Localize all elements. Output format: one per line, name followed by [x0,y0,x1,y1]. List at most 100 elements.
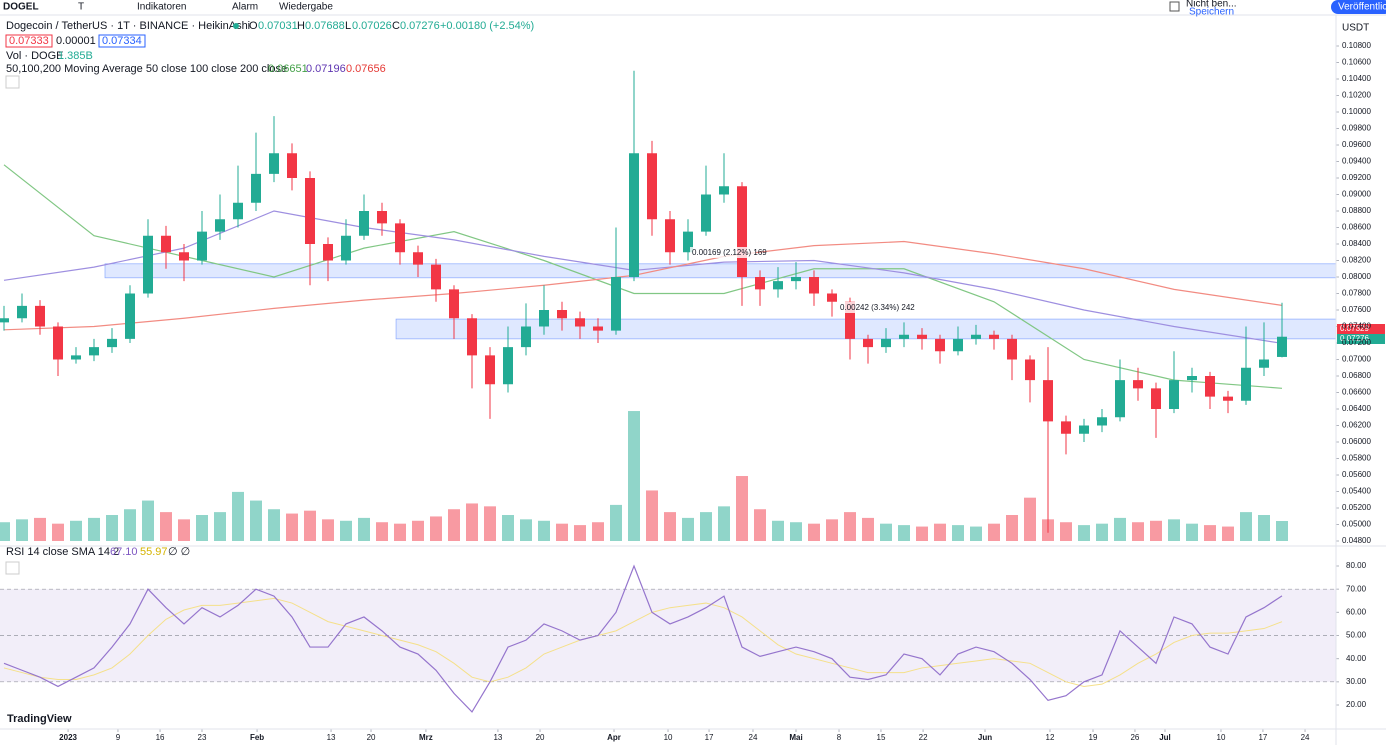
candle-body [935,338,945,352]
y-tick-label: 0.06000 [1342,437,1371,446]
candle-body [737,186,747,277]
bid[interactable]: 0.07333 [9,35,49,47]
ask-box[interactable] [98,34,146,48]
y-tick-label: 0.05400 [1342,487,1371,496]
save-button[interactable]: Speichern [1189,7,1234,18]
candle-body [593,326,603,331]
rsi-sma-line [3,597,1283,687]
volume-legend: Vol · DOGE [6,50,63,62]
volume-bar [880,523,892,541]
volume-bar [1186,523,1198,541]
volume-bar [592,522,604,541]
collapse-button[interactable] [5,561,20,575]
volume-bar [304,510,316,541]
candle-body [17,305,27,319]
y-tick-label: 0.05200 [1342,503,1371,512]
volume-bar [1024,497,1036,541]
candle-body [485,355,495,385]
volume-value: 1.385B [58,50,93,62]
candle-body [1205,376,1215,397]
candle-body [1097,417,1107,426]
interval[interactable]: T [78,2,84,13]
badge-label: 0.07329 [1340,324,1369,333]
volume-bar [178,519,190,541]
volume-bar [1096,523,1108,541]
toolbar [0,0,1386,15]
publish-button-bg[interactable] [1331,0,1386,14]
volume-bar [1240,512,1252,541]
volume-bar [376,522,388,541]
volume-bar [1276,521,1288,541]
ask[interactable]: 0.07334 [102,35,142,47]
candle-body [1223,396,1233,401]
brand[interactable]: TradingView [7,713,72,725]
measure-bg [838,302,900,313]
publish-button[interactable]: Veröffentlic [1338,2,1386,13]
y-tick-label: 0.07800 [1342,289,1371,298]
x-tick-label: 20 [536,733,545,742]
candle-body [881,338,891,348]
volume-bar [1168,519,1180,541]
volume-bar [610,504,622,541]
y-tick-label: 0.06400 [1342,404,1371,413]
candle-body [773,281,783,290]
candle-body [1079,425,1089,434]
volume-bar [844,512,856,541]
volume-bar [628,411,640,541]
volume-bar [1078,525,1090,541]
rsi-tick-label: 80.00 [1346,561,1367,570]
candle-body [53,326,63,360]
checkbox[interactable] [1169,1,1180,12]
candle-body [1187,376,1197,381]
candle-body [917,334,927,339]
volume-bar [430,516,442,541]
plot [0,45,1339,732]
volume-bar [106,515,118,541]
replay-button[interactable]: Wiedergabe [279,2,333,13]
candle-body [1115,380,1125,418]
collapse-button[interactable] [5,75,20,89]
x-tick-label: 9 [116,733,121,742]
y-tick-label: 0.09800 [1342,124,1371,133]
volume-bar [772,520,784,541]
candle-body [575,318,585,327]
volume-bar [0,522,10,541]
candle-body [845,301,855,339]
candle-body [665,219,675,253]
c-value: 0.07276 [400,20,440,32]
candle-body [755,277,765,290]
candle-body [827,293,837,302]
spread: 0.00001 [56,35,96,47]
o-label: O [249,20,258,32]
symbol-search[interactable]: DOGEL [3,2,39,13]
x-tick-label: 20 [367,733,376,742]
zone [104,263,1337,279]
x-tick-label: 22 [919,733,928,742]
bid-box[interactable] [5,34,53,48]
volume-bar [70,520,82,541]
candle-body [107,338,117,348]
rsi-legend: RSI 14 close SMA 14 2 [6,546,119,558]
volume-bar [826,519,838,541]
volume-bar [358,517,370,541]
volume-bar [736,476,748,541]
candle-body [197,231,207,261]
y-tick-label: 0.07000 [1342,355,1371,364]
volume-bar [34,517,46,541]
currency[interactable]: USDT [1342,23,1369,34]
volume-bar [988,523,1000,541]
candle-body [269,153,279,174]
layout-name[interactable]: Nicht ben... [1186,0,1237,10]
volume-bar [412,520,424,541]
candle-body [71,355,81,360]
indicators-button[interactable]: Indikatoren [137,2,186,13]
alert-button[interactable]: Alarm [232,2,258,13]
rsi-tick-label: 40.00 [1346,654,1367,663]
volume-bar [232,491,244,541]
y-tick-label: 0.08600 [1342,223,1371,232]
volume-bar [916,526,928,541]
candle-body [629,153,639,277]
y-tick-label: 0.07400 [1342,322,1371,331]
candle-body [305,178,315,244]
